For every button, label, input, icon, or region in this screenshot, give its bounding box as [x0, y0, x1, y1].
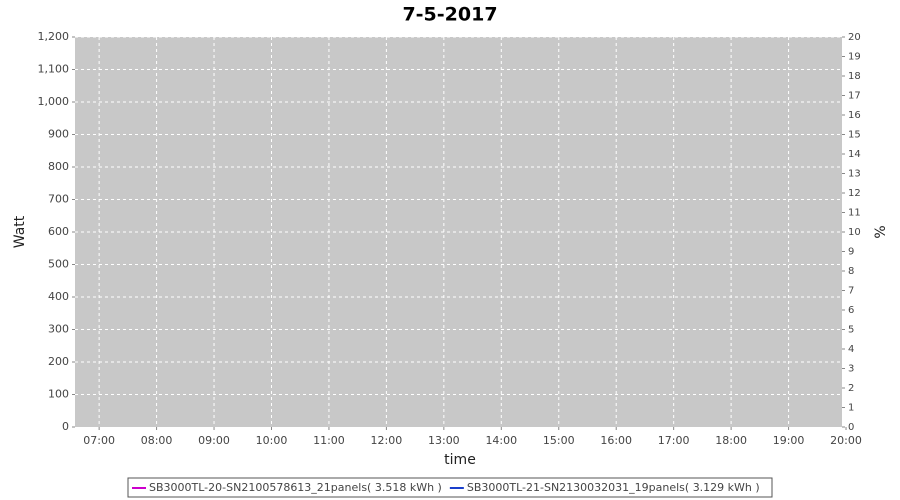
y-axis-title: Watt: [12, 215, 28, 248]
x-tick-label: 16:00: [600, 434, 632, 447]
y2-tick-label: 17: [848, 91, 861, 102]
x-tick-label: 14:00: [485, 434, 517, 447]
y2-tick-label: 18: [848, 71, 861, 82]
chart-title: 7-5-2017: [402, 4, 497, 26]
x-tick-label: 15:00: [543, 434, 575, 447]
plot: [75, 36, 842, 427]
y2-axis-title: %: [873, 225, 889, 238]
y2-tick-label: 1: [848, 403, 854, 414]
y2-tick-label: 14: [848, 149, 861, 160]
y-tick-label: 700: [48, 193, 69, 206]
y2-tick-label: 0: [848, 422, 854, 433]
y-tick-label: 100: [48, 388, 69, 401]
y-tick-label: 300: [48, 323, 69, 336]
y2-tick-label: 10: [848, 227, 861, 238]
y2-tick-label: 8: [848, 266, 854, 277]
y2-tick-label: 7: [848, 286, 854, 297]
x-tick-label: 08:00: [141, 434, 173, 447]
x-tick-label: 13:00: [428, 434, 460, 447]
x-tick-label: 11:00: [313, 434, 345, 447]
legend-label: SB3000TL-20-SN2100578613_21panels( 3.518…: [149, 481, 442, 494]
y-tick-label: 800: [48, 160, 69, 173]
x-axis-title: time: [444, 452, 476, 468]
y2-tick-label: 19: [848, 52, 861, 63]
y2-tick-label: 11: [848, 208, 861, 219]
y2-tick-label: 3: [848, 364, 854, 375]
legend: SB3000TL-20-SN2100578613_21panels( 3.518…: [132, 481, 760, 494]
y-tick-label: 0: [62, 420, 69, 433]
y-tick-label: 1,200: [38, 30, 70, 43]
x-tick-label: 19:00: [773, 434, 805, 447]
x-tick-label: 10:00: [256, 434, 288, 447]
x-tick-label: 07:00: [83, 434, 115, 447]
y2-tick-label: 4: [848, 344, 854, 355]
legend-label: SB3000TL-21-SN2130032031_19panels( 3.129…: [467, 481, 760, 494]
x-tick-label: 09:00: [198, 434, 230, 447]
y2-tick-label: 2: [848, 383, 854, 394]
y-tick-label: 900: [48, 128, 69, 141]
y2-tick-label: 9: [848, 247, 854, 258]
x-tick-label: 20:00: [830, 434, 862, 447]
y-tick-label: 1,100: [38, 63, 70, 76]
x-tick-label: 12:00: [371, 434, 403, 447]
y-tick-label: 200: [48, 355, 69, 368]
y-tick-label: 1,000: [38, 95, 70, 108]
y-tick-label: 500: [48, 258, 69, 271]
x-tick-label: 18:00: [715, 434, 747, 447]
y2-tick-label: 12: [848, 188, 861, 199]
y2-tick-label: 20: [848, 32, 861, 43]
y2-tick-label: 13: [848, 169, 861, 180]
y-tick-label: 600: [48, 225, 69, 238]
y2-tick-label: 15: [848, 130, 861, 141]
y2-tick-label: 5: [848, 325, 854, 336]
y-tick-label: 400: [48, 290, 69, 303]
y2-tick-label: 16: [848, 110, 861, 121]
x-tick-label: 17:00: [658, 434, 690, 447]
y2-tick-label: 6: [848, 305, 854, 316]
